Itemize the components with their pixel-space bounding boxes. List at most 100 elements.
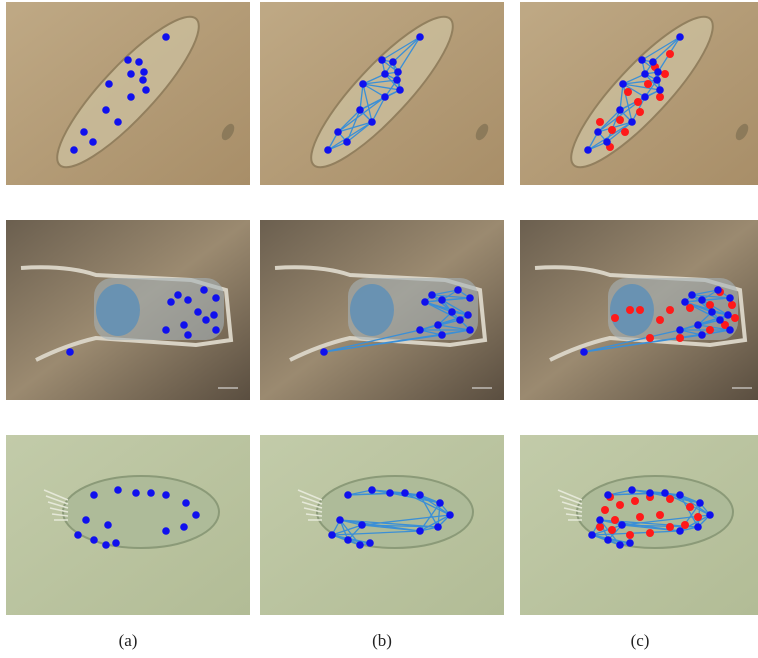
blue-point xyxy=(381,70,389,78)
blue-point xyxy=(641,70,649,78)
blue-point xyxy=(358,521,366,529)
blue-point xyxy=(714,286,722,294)
red-point xyxy=(728,301,736,309)
blue-point xyxy=(676,527,684,535)
blue-point xyxy=(124,56,132,64)
red-point xyxy=(608,526,616,534)
red-point xyxy=(611,314,619,322)
blue-point xyxy=(628,486,636,494)
blue-point xyxy=(580,348,588,356)
blue-point xyxy=(706,511,714,519)
blue-point xyxy=(638,56,646,64)
blue-point xyxy=(619,80,627,88)
blue-point xyxy=(466,294,474,302)
blue-point xyxy=(584,146,592,154)
blue-point xyxy=(726,326,734,334)
red-point xyxy=(666,523,674,531)
blue-point xyxy=(66,348,74,356)
blue-point xyxy=(694,523,702,531)
caption: (c) xyxy=(631,631,650,650)
panels xyxy=(6,1,758,615)
panel xyxy=(260,435,504,615)
blue-point xyxy=(694,321,702,329)
red-point xyxy=(656,316,664,324)
blue-point xyxy=(104,521,112,529)
blue-point xyxy=(184,331,192,339)
blue-point xyxy=(378,56,386,64)
blue-point xyxy=(180,523,188,531)
blue-point xyxy=(434,523,442,531)
blue-point xyxy=(202,316,210,324)
blue-point xyxy=(438,331,446,339)
blue-point xyxy=(200,286,208,294)
blue-point xyxy=(654,68,662,76)
blue-point xyxy=(381,93,389,101)
red-point xyxy=(621,128,629,136)
blue-point xyxy=(368,486,376,494)
red-point xyxy=(608,126,616,134)
blue-point xyxy=(436,499,444,507)
blue-point xyxy=(681,298,689,306)
blue-point xyxy=(359,80,367,88)
blue-point xyxy=(112,539,120,547)
blue-point xyxy=(428,291,436,299)
blue-point xyxy=(132,489,140,497)
red-point xyxy=(666,50,674,58)
blue-point xyxy=(192,511,200,519)
blue-point xyxy=(162,491,170,499)
blue-point xyxy=(180,321,188,329)
blue-point xyxy=(114,486,122,494)
red-point xyxy=(636,306,644,314)
red-point xyxy=(626,531,634,539)
blue-point xyxy=(464,311,472,319)
red-point xyxy=(731,314,739,322)
blue-point xyxy=(102,106,110,114)
blue-point xyxy=(127,93,135,101)
blue-point xyxy=(389,58,397,66)
blue-point xyxy=(653,76,661,84)
blue-point xyxy=(194,308,202,316)
blue-point xyxy=(142,86,150,94)
nucleus xyxy=(350,284,394,336)
red-point xyxy=(686,503,694,511)
red-point xyxy=(646,334,654,342)
blue-point xyxy=(212,294,220,302)
blue-point xyxy=(184,296,192,304)
red-point xyxy=(626,306,634,314)
red-point xyxy=(681,521,689,529)
red-point xyxy=(616,116,624,124)
blue-point xyxy=(324,146,332,154)
panel xyxy=(520,435,758,615)
blue-point xyxy=(596,516,604,524)
panel xyxy=(260,220,504,400)
panel xyxy=(6,1,250,185)
red-point xyxy=(706,326,714,334)
blue-point xyxy=(334,128,342,136)
blue-point xyxy=(89,138,97,146)
red-point xyxy=(676,334,684,342)
blue-point xyxy=(603,138,611,146)
blue-point xyxy=(454,286,462,294)
blue-point xyxy=(114,118,122,126)
blue-point xyxy=(661,489,669,497)
blue-point xyxy=(386,489,394,497)
red-point xyxy=(666,306,674,314)
blue-point xyxy=(140,68,148,76)
red-point xyxy=(661,70,669,78)
caption: (a) xyxy=(119,631,138,650)
red-point xyxy=(666,495,674,503)
blue-point xyxy=(174,291,182,299)
blue-point xyxy=(368,118,376,126)
blue-point xyxy=(641,93,649,101)
blue-point xyxy=(82,516,90,524)
blue-point xyxy=(628,118,636,126)
panel xyxy=(6,435,250,615)
nucleus xyxy=(96,284,140,336)
blue-point xyxy=(162,33,170,41)
panel xyxy=(260,1,504,185)
blue-point xyxy=(366,539,374,547)
blue-point xyxy=(182,499,190,507)
blue-point xyxy=(448,308,456,316)
red-point xyxy=(656,511,664,519)
red-point xyxy=(646,529,654,537)
